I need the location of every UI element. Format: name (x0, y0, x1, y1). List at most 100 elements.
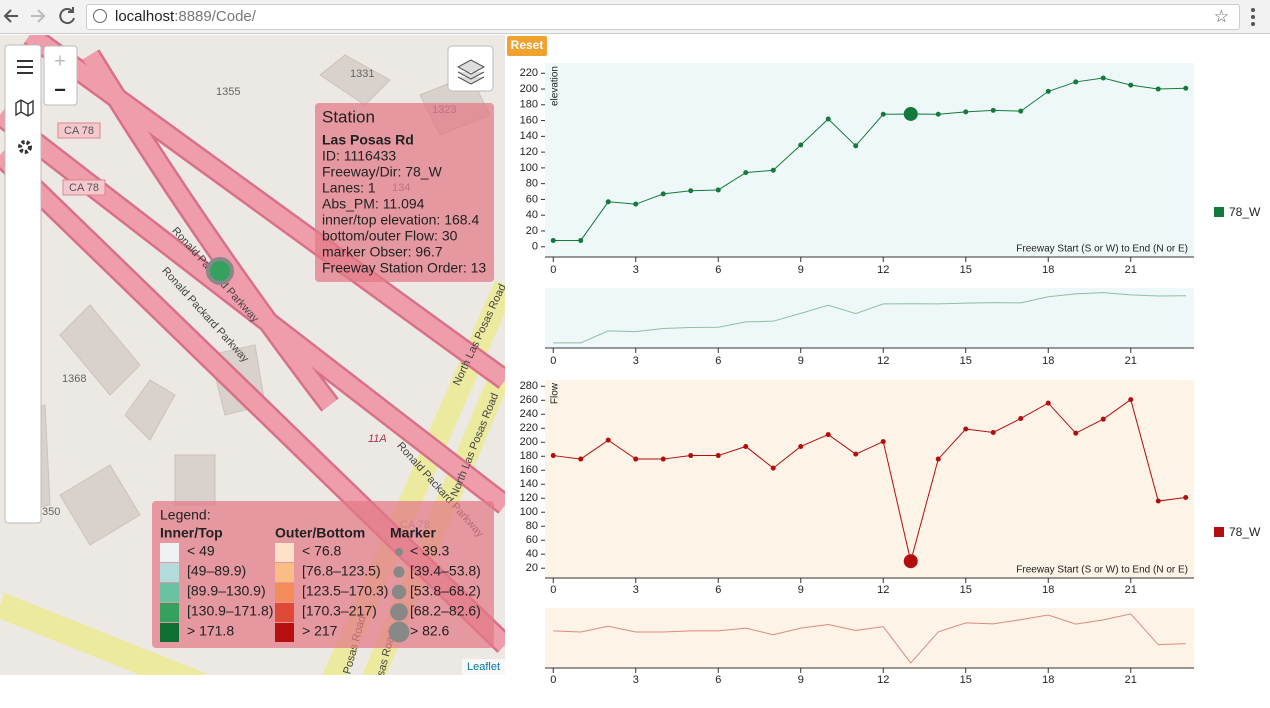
legend-label: > 217 (302, 623, 338, 639)
point (1100, 416, 1106, 422)
popup-line: Abs_PM: 11.094 (322, 196, 425, 212)
legend-swatch (275, 623, 294, 642)
point (1018, 415, 1024, 421)
menu[interactable] (1246, 6, 1260, 28)
context-background (545, 608, 1194, 668)
context-line (553, 292, 1186, 344)
address-bar[interactable]: localhost:8889/Code/ ☆ (86, 4, 1240, 30)
point (688, 188, 694, 194)
legend-marker (390, 603, 408, 621)
browser-toolbar: localhost:8889/Code/ ☆ (0, 0, 1270, 34)
context-x-tick-label: 18 (1042, 355, 1054, 367)
point (1073, 430, 1079, 436)
url-path: :8889/Code/ (174, 8, 256, 25)
popup-line: Lanes: 1 (322, 180, 376, 196)
selected-point (903, 554, 918, 569)
y-tick-label: 160 (520, 114, 538, 126)
y-tick-label: 20 (526, 225, 538, 237)
sidebar (4, 44, 42, 524)
y-tick-label: 60 (526, 534, 538, 546)
y-tick-label: 100 (520, 162, 538, 174)
legend-label: 78_W (1229, 525, 1261, 539)
x-tick-label: 9 (798, 584, 804, 596)
legend-label: [49–89.9) (187, 563, 246, 579)
building-number: 1355 (216, 86, 240, 98)
y-tick-label: 280 (520, 380, 538, 392)
y-axis-label: elevation (550, 66, 561, 106)
context-x-tick-label: 6 (715, 355, 721, 367)
series-line (553, 77, 1186, 241)
zoom-in[interactable]: + (54, 50, 66, 72)
shield-label: CA 78 (69, 182, 99, 194)
bookmark-star[interactable]: ☆ (1213, 7, 1229, 26)
x-tick-label: 18 (1042, 264, 1054, 276)
context-x-tick-label: 21 (1125, 674, 1137, 686)
legend-label: [89.9–130.9) (187, 583, 266, 599)
menu-icon[interactable] (17, 60, 33, 74)
y-axis-label: Flow (550, 382, 561, 404)
y-tick-label: 220 (520, 67, 538, 79)
series-line (553, 398, 1186, 562)
context-x-tick-label: 3 (633, 355, 639, 367)
legend-heading: Inner/Top (160, 525, 223, 541)
nav-buttons (3, 7, 75, 25)
x-tick-label: 21 (1125, 584, 1137, 596)
point (605, 437, 611, 443)
building-number: 350 (42, 506, 60, 518)
point (990, 429, 996, 435)
popup-line: Freeway/Dir: 78_W (322, 164, 443, 180)
y-tick-label: 220 (520, 422, 538, 434)
popup-line: marker Obser: 96.7 (322, 244, 443, 260)
context-background (545, 288, 1194, 348)
reset-label[interactable]: Reset (511, 38, 544, 52)
point (1128, 82, 1134, 88)
legend-marker (391, 584, 407, 600)
point (715, 453, 721, 459)
map[interactable]: 1355 1331 1323 1368 350 134 CA 78 CA 78 … (0, 35, 505, 675)
point (770, 465, 776, 471)
legend-label: < 76.8 (302, 543, 342, 559)
x-tick-label: 0 (550, 584, 556, 596)
legend-heading: Marker (390, 525, 436, 541)
map-icon[interactable] (15, 99, 34, 117)
point (1018, 108, 1024, 114)
building-number: 1368 (62, 373, 86, 385)
point (963, 426, 969, 432)
legend-swatch (1214, 207, 1224, 217)
legend-swatch (275, 543, 294, 562)
point (1183, 495, 1189, 501)
legend-label: [130.9–171.8) (187, 603, 273, 619)
context-x-tick-label: 18 (1042, 674, 1054, 686)
exit-label: 11A (368, 433, 387, 445)
attribution-box (462, 659, 505, 675)
station-marker[interactable] (206, 257, 234, 285)
zoom-out[interactable]: − (54, 79, 66, 101)
point (578, 237, 584, 243)
forward[interactable] (31, 9, 46, 23)
x-tick-label: 6 (715, 584, 721, 596)
point (1073, 79, 1079, 85)
popup: Station Las Posas Rd ID: 1116433Freeway/… (315, 103, 494, 282)
back[interactable] (3, 9, 18, 23)
point (880, 439, 886, 445)
context-x-tick-label: 0 (550, 674, 556, 686)
settings-icon[interactable] (18, 140, 32, 154)
reload[interactable] (59, 7, 75, 25)
point (1155, 498, 1161, 504)
y-tick-label: 120 (520, 492, 538, 504)
point (1128, 397, 1134, 403)
point (715, 187, 721, 193)
x-tick-label: 3 (633, 264, 639, 276)
context-x-tick-label: 21 (1125, 355, 1137, 367)
shield (57, 122, 101, 139)
point (688, 453, 694, 459)
y-tick-label: 0 (532, 241, 538, 253)
reset-button[interactable] (507, 36, 547, 56)
point (743, 443, 749, 449)
y-tick-label: 140 (520, 478, 538, 490)
attribution[interactable]: Leaflet (467, 661, 500, 673)
legend: Legend: Inner/Top < 49 [49–89.9) [89.9–130.… (152, 501, 494, 648)
context-x-tick-label: 9 (798, 674, 804, 686)
shield-label: CA 78 (64, 125, 94, 137)
point (743, 170, 749, 176)
